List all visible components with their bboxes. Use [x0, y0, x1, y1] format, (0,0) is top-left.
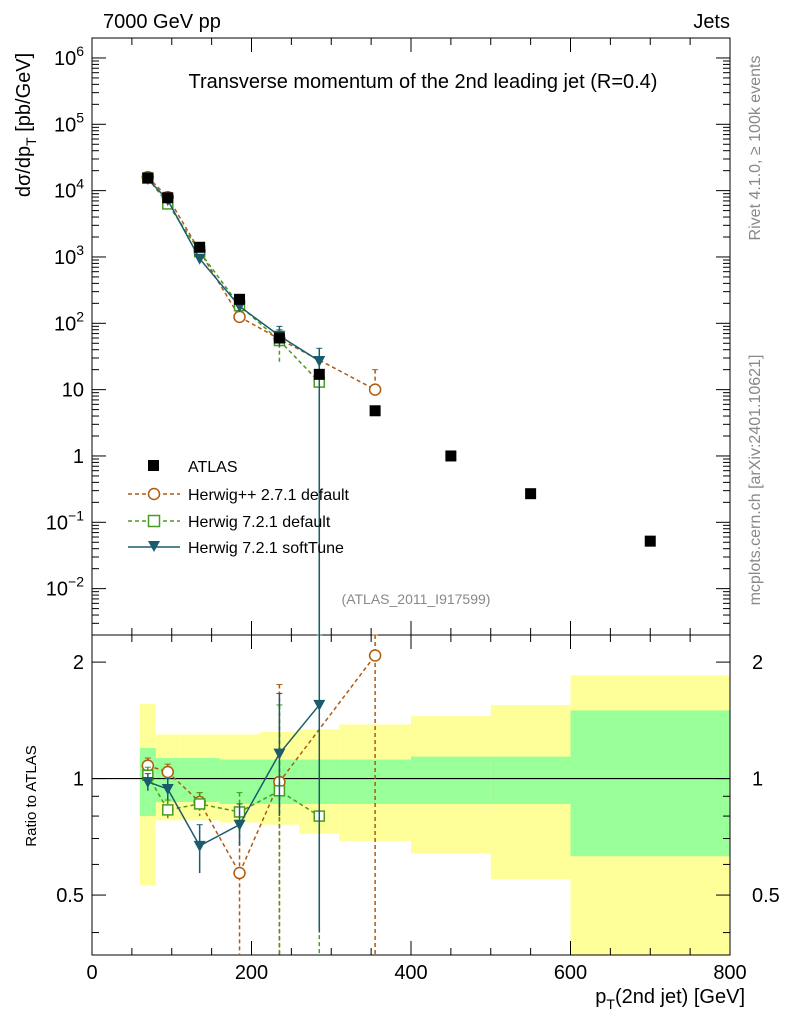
main-y-tick-label: 1 [73, 446, 84, 468]
ratio-y-tick-label-left: 2 [73, 652, 84, 674]
x-tick-label: 400 [394, 962, 427, 984]
x-tick-label: 0 [86, 962, 97, 984]
x-axis-label: pT(2nd jet) [GeV] [595, 986, 745, 1012]
ratio-point-herwig-7-2-1-softtune [141, 776, 154, 788]
legend-label-herwig7-default: Herwig 7.2.1 default [188, 514, 331, 531]
main-y-label-unit: [pb/GeV] [13, 53, 35, 138]
main-point-atlas [644, 535, 656, 547]
tick-label-base: 10 [46, 512, 68, 534]
main-point-atlas [445, 450, 457, 462]
ratio-y-tick-label-right: 2 [752, 652, 763, 674]
ratio-point-herwig-7-2-1-softtune [161, 783, 174, 795]
mcplots-label: mcplots.cern.ch [arXiv:2401.10621] [747, 355, 764, 606]
tick-label-exponent: −2 [68, 574, 84, 590]
ratio-plot-axes: 0.5 0.5 1 1 2 2 0 200 400 600 800 [56, 634, 780, 984]
x-axis-label-sub: T [606, 996, 615, 1012]
main-y-label-sub: T [23, 137, 39, 146]
legend-marker-herwigpp [147, 487, 161, 501]
main-title: Transverse momentum of the 2nd leading j… [189, 71, 658, 93]
tick-label-exponent: 5 [76, 109, 84, 125]
ratio-point-herwig-7-2-1-softtune [273, 748, 286, 760]
ratio-point-herwig-7-2-1-default [162, 804, 174, 816]
main-point-herwig-7-2-1-softtune [193, 253, 206, 265]
ratio-point-herwig-7-2-1-softtune [313, 699, 326, 711]
main-point-atlas [313, 368, 325, 380]
main-y-tick-label: 10−2 [46, 574, 84, 601]
x-axis-label-main: p [595, 986, 606, 1008]
tick-label-base: 10 [46, 579, 68, 601]
tick-label-base: 10 [54, 247, 76, 269]
legend-marker-herwig7-softtune [148, 541, 160, 552]
ratio-point-herwig-7-2-1-softtune [193, 840, 206, 852]
legend-label-atlas: ATLAS [188, 459, 238, 476]
main-y-tick-label: 106 [54, 43, 84, 70]
tick-label-exponent: 6 [76, 43, 84, 59]
tick-label-exponent: −1 [68, 507, 84, 523]
legend: ATLAS Herwig++ 2.7.1 default Herwig 7.2.… [128, 459, 350, 557]
main-y-tick-label: 102 [54, 308, 84, 335]
ratio-y-tick-label-right: 1 [752, 769, 763, 791]
main-point-atlas [273, 332, 285, 344]
tick-label-base: 10 [54, 48, 76, 70]
stat-uncertainty-band [570, 710, 730, 857]
main-point-herwig-2-7-1-default [233, 310, 246, 324]
stat-uncertainty-band [219, 759, 260, 804]
ratio-line-herwig-7-2-1-default [147, 774, 320, 817]
legend-marker-atlas [148, 460, 159, 471]
ratio-uncertainty-bands [139, 675, 730, 955]
tick-label-base: 10 [54, 114, 76, 136]
ratio-point-herwig-2-7-1-default [161, 765, 175, 779]
main-y-tick-label: 10 [62, 380, 84, 402]
ratio-point-herwig-2-7-1-default [233, 866, 246, 880]
stat-uncertainty-band [411, 756, 491, 804]
main-y-label: dσ/dpT [pb/GeV] [13, 53, 39, 197]
main-y-label-main: dσ/dp [13, 146, 35, 197]
tick-label-base: 10 [62, 380, 84, 402]
main-y-tick-label: 10−1 [46, 507, 84, 534]
ratio-y-tick-label-right: 0.5 [752, 885, 780, 907]
legend-marker-herwig7-default [147, 514, 161, 528]
main-line-herwig-2-7-1-default [147, 176, 376, 391]
tick-label-exponent: 3 [76, 242, 84, 258]
main-plot-series [141, 170, 656, 635]
tick-label-base: 10 [54, 181, 76, 203]
main-point-atlas [234, 293, 246, 305]
main-y-tick-label: 105 [54, 109, 84, 136]
main-point-atlas [369, 405, 381, 417]
analysis-label: (ATLAS_2011_I917599) [342, 591, 491, 607]
ratio-y-tick-label-left: 0.5 [56, 885, 84, 907]
ratio-point-herwig-2-7-1-default [368, 649, 382, 662]
tick-label-exponent: 2 [76, 308, 84, 324]
main-point-atlas [194, 241, 206, 253]
main-point-herwig-2-7-1-default [368, 383, 382, 396]
ratio-y-tick-label-left: 1 [73, 769, 84, 791]
ratio-point-herwig-7-2-1-softtune [233, 819, 246, 831]
process-label: Jets [693, 11, 730, 33]
tick-label-base: 1 [73, 446, 84, 468]
x-tick-label: 800 [713, 962, 746, 984]
x-axis-label-rest: (2nd jet) [GeV] [615, 986, 745, 1008]
main-point-atlas [162, 192, 174, 204]
ratio-point-herwig-7-2-1-default [193, 798, 206, 810]
main-line-herwig-7-2-1-softtune [147, 178, 320, 362]
energy-label: 7000 GeV pp [103, 11, 221, 33]
main-point-atlas [142, 172, 154, 184]
ratio-y-label: Ratio to ATLAS [23, 745, 40, 846]
legend-label-herwig7-softtune: Herwig 7.2.1 softTune [188, 540, 344, 557]
x-tick-label: 600 [554, 962, 587, 984]
main-y-tick-label: 103 [54, 242, 84, 269]
tick-label-base: 10 [54, 313, 76, 335]
main-y-tick-label: 104 [54, 176, 84, 203]
legend-label-herwigpp: Herwig++ 2.7.1 default [188, 487, 350, 504]
stat-uncertainty-band [490, 756, 571, 804]
rivet-label: Rivet 4.1.0, ≥ 100k events [747, 56, 764, 241]
x-tick-label: 200 [235, 962, 268, 984]
main-line-herwig-7-2-1-default [147, 177, 320, 383]
main-point-atlas [525, 488, 537, 500]
main-point-herwig-7-2-1-softtune [313, 356, 326, 368]
tick-label-exponent: 4 [76, 176, 84, 192]
ratio-plot-series [141, 634, 382, 955]
